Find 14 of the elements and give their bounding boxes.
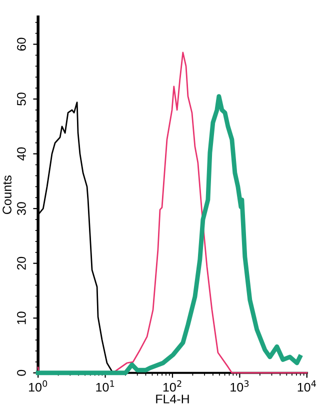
y-tick-label: 40 <box>17 147 26 160</box>
x-tick-label: 10$^{3}$ <box>230 380 249 392</box>
x-tick-label: 10$^{4}$ <box>298 380 316 392</box>
x-tick-label: 10$^{0}$ <box>29 380 48 392</box>
y-tick-label: 0 <box>17 370 26 376</box>
x-axis-title: FL4-H <box>156 394 189 404</box>
y-tick-label: 10 <box>17 312 26 324</box>
x-tick-label: 10$^{2}$ <box>163 380 182 392</box>
y-tick-label: 20 <box>17 256 26 270</box>
y-axis-title: Counts <box>2 176 12 214</box>
x-tick-label: 10$^{1}$ <box>96 380 114 392</box>
y-tick-label: 50 <box>17 92 26 106</box>
y-tick-label: 30 <box>17 202 26 216</box>
y-tick-label: 60 <box>17 38 26 51</box>
